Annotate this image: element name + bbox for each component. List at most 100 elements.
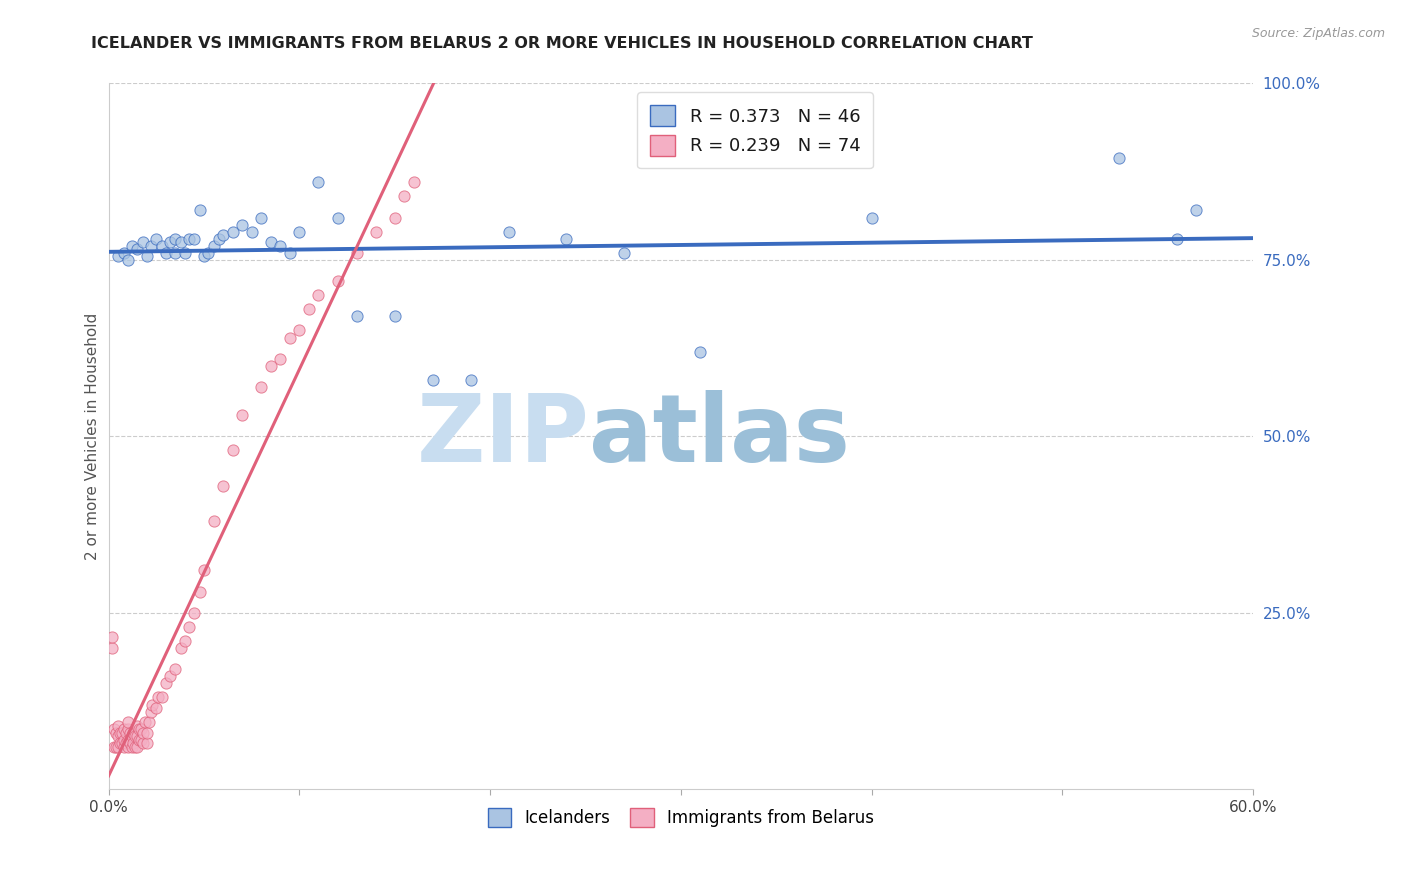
Point	[188, 584, 211, 599]
Point	[260, 359, 283, 373]
Text: Source: ZipAtlas.com: Source: ZipAtlas.com	[1251, 27, 1385, 40]
Point	[269, 239, 291, 253]
Point	[346, 310, 368, 324]
Point	[127, 242, 149, 256]
Point	[107, 719, 129, 733]
Point	[112, 723, 135, 737]
Point	[165, 662, 187, 676]
Point	[101, 631, 124, 645]
Point	[112, 732, 135, 747]
Point	[105, 725, 128, 739]
Point	[208, 232, 231, 246]
Point	[288, 225, 311, 239]
Point	[1108, 151, 1130, 165]
Point	[288, 323, 311, 337]
Point	[240, 225, 263, 239]
Point	[165, 245, 187, 260]
Point	[117, 723, 139, 737]
Point	[111, 736, 134, 750]
Point	[165, 232, 187, 246]
Point	[132, 736, 155, 750]
Text: ICELANDER VS IMMIGRANTS FROM BELARUS 2 OR MORE VEHICLES IN HOUSEHOLD CORRELATION: ICELANDER VS IMMIGRANTS FROM BELARUS 2 O…	[91, 36, 1033, 51]
Point	[212, 228, 235, 243]
Point	[1166, 232, 1188, 246]
Point	[148, 690, 170, 705]
Point	[188, 203, 211, 218]
Point	[118, 736, 141, 750]
Point	[177, 620, 200, 634]
Point	[613, 245, 636, 260]
Point	[422, 373, 444, 387]
Point	[326, 274, 349, 288]
Point	[193, 249, 215, 263]
Point	[112, 739, 135, 754]
Point	[155, 676, 177, 690]
Point	[260, 235, 283, 250]
Point	[221, 443, 243, 458]
Point	[129, 723, 152, 737]
Point	[139, 705, 162, 719]
Point	[394, 189, 416, 203]
Point	[155, 245, 177, 260]
Point	[346, 245, 368, 260]
Point	[121, 239, 143, 253]
Point	[122, 736, 145, 750]
Point	[150, 239, 173, 253]
Legend: Icelanders, Immigrants from Belarus: Icelanders, Immigrants from Belarus	[481, 801, 880, 834]
Point	[278, 245, 301, 260]
Point	[177, 232, 200, 246]
Point	[183, 606, 205, 620]
Point	[134, 715, 156, 730]
Point	[384, 211, 406, 225]
Point	[121, 729, 143, 743]
Point	[860, 211, 883, 225]
Point	[269, 351, 291, 366]
Point	[121, 739, 143, 754]
Point	[159, 235, 181, 250]
Point	[193, 563, 215, 577]
Point	[183, 232, 205, 246]
Point	[124, 739, 146, 754]
Point	[117, 252, 139, 267]
Point	[498, 225, 520, 239]
Point	[105, 739, 128, 754]
Point	[132, 725, 155, 739]
Point	[101, 641, 124, 656]
Point	[460, 373, 482, 387]
Point	[231, 408, 253, 422]
Point	[159, 669, 181, 683]
Point	[202, 514, 225, 528]
Point	[170, 641, 193, 656]
Point	[402, 175, 425, 189]
Point	[145, 701, 167, 715]
Point	[139, 239, 162, 253]
Text: ZIP: ZIP	[416, 391, 589, 483]
Point	[127, 739, 149, 754]
Point	[117, 732, 139, 747]
Point	[250, 211, 273, 225]
Point	[212, 479, 235, 493]
Point	[197, 245, 219, 260]
Point	[128, 732, 150, 747]
Point	[124, 729, 146, 743]
Point	[231, 218, 253, 232]
Point	[108, 736, 131, 750]
Point	[170, 235, 193, 250]
Point	[298, 302, 321, 317]
Point	[117, 715, 139, 730]
Point	[128, 723, 150, 737]
Point	[135, 725, 157, 739]
Point	[107, 739, 129, 754]
Point	[202, 239, 225, 253]
Point	[138, 715, 160, 730]
Point	[112, 245, 135, 260]
Point	[127, 719, 149, 733]
Point	[307, 175, 329, 189]
Point	[117, 739, 139, 754]
Point	[250, 380, 273, 394]
Point	[135, 249, 157, 263]
Y-axis label: 2 or more Vehicles in Household: 2 or more Vehicles in Household	[86, 313, 100, 560]
Point	[108, 725, 131, 739]
Point	[129, 732, 152, 747]
Point	[689, 344, 711, 359]
